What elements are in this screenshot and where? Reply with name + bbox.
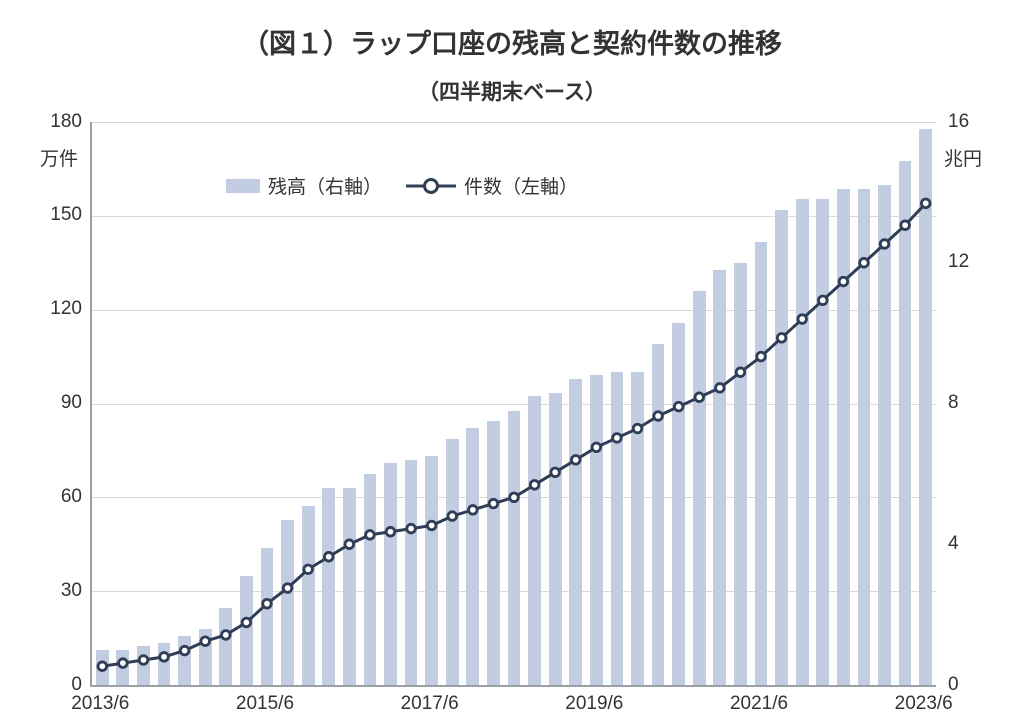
line-marker [674, 402, 683, 411]
line-marker [510, 493, 519, 502]
line-marker [716, 384, 725, 393]
line-marker [571, 456, 580, 465]
x-axis-tick: 2019/6 [565, 693, 623, 715]
right-axis-tick: 12 [948, 251, 969, 273]
line-series [102, 203, 925, 666]
bar-swatch-icon [226, 179, 260, 193]
x-axis-tick: 2015/6 [236, 693, 294, 715]
line-marker [880, 240, 889, 249]
legend: 残高（右軸） 件数（左軸） [226, 172, 578, 199]
line-marker [469, 506, 478, 515]
line-marker [921, 199, 930, 208]
left-axis-tick: 120 [22, 298, 82, 320]
line-marker [386, 527, 395, 536]
line-marker [98, 662, 107, 671]
line-marker [489, 499, 498, 508]
legend-item-line: 件数（左軸） [406, 172, 578, 199]
line-marker [427, 521, 436, 530]
right-axis-tick: 16 [948, 111, 969, 133]
left-axis-tick: 150 [22, 204, 82, 226]
right-axis-tick: 8 [948, 392, 959, 414]
line-marker [139, 656, 148, 665]
left-axis-tick: 90 [22, 392, 82, 414]
line-layer [92, 122, 936, 685]
line-marker [613, 434, 622, 443]
chart-title: （図１）ラップ口座の残高と契約件数の推移 [0, 22, 1024, 61]
line-marker [695, 393, 704, 402]
line-marker [551, 468, 560, 477]
line-marker [160, 653, 169, 662]
chart-figure: （図１）ラップ口座の残高と契約件数の推移 （四半期末ベース） 万件 兆円 残高（… [0, 0, 1024, 728]
line-marker [263, 599, 272, 608]
line-marker [530, 481, 539, 490]
x-axis-tick: 2013/6 [71, 693, 129, 715]
right-axis-unit: 兆円 [944, 144, 982, 171]
line-marker [860, 258, 869, 267]
line-marker [345, 540, 354, 549]
legend-label: 残高（右軸） [268, 172, 382, 199]
line-marker [304, 565, 313, 574]
line-marker [283, 584, 292, 593]
line-marker [757, 352, 766, 361]
line-marker [119, 659, 128, 668]
right-axis-tick: 4 [948, 533, 959, 555]
line-marker [633, 424, 642, 433]
line-marker [592, 443, 601, 452]
line-marker [407, 524, 416, 533]
line-marker [242, 618, 251, 627]
line-marker [818, 296, 827, 305]
line-marker [736, 368, 745, 377]
line-marker [222, 631, 231, 640]
legend-item-bars: 残高（右軸） [226, 172, 382, 199]
left-axis-tick: 60 [22, 486, 82, 508]
legend-label: 件数（左軸） [464, 172, 578, 199]
line-marker [180, 646, 189, 655]
left-axis-tick: 180 [22, 111, 82, 133]
line-marker [654, 412, 663, 421]
line-marker [798, 315, 807, 324]
line-marker [366, 531, 375, 540]
line-swatch-icon [406, 177, 456, 195]
line-marker [901, 221, 910, 230]
x-axis-tick: 2023/6 [895, 693, 953, 715]
line-marker [201, 637, 210, 646]
line-marker [839, 277, 848, 286]
x-axis-tick: 2017/6 [401, 693, 459, 715]
plot-area [90, 122, 936, 687]
chart-subtitle: （四半期末ベース） [0, 76, 1024, 106]
left-axis-unit: 万件 [40, 144, 78, 171]
x-axis-tick: 2021/6 [730, 693, 788, 715]
left-axis-tick: 30 [22, 580, 82, 602]
line-marker [324, 552, 333, 561]
line-marker [448, 512, 457, 521]
line-marker [777, 334, 786, 343]
